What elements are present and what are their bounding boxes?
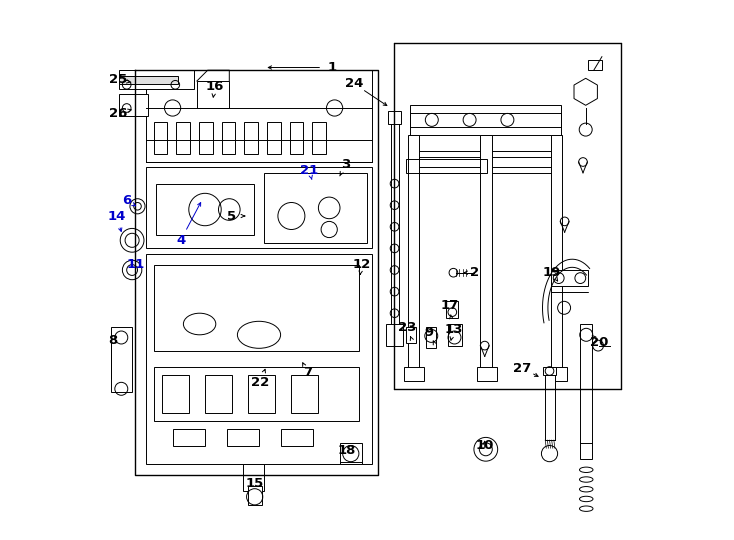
Bar [227,429,259,445]
Text: 23: 23 [398,321,416,334]
Text: 4: 4 [176,234,185,247]
Text: 25: 25 [109,73,128,86]
Bar [172,429,205,445]
Bar [222,122,235,154]
Bar [542,367,556,375]
Bar [156,184,254,235]
Bar [545,375,555,440]
Bar [547,367,567,381]
Text: 14: 14 [107,210,126,222]
Bar [248,375,275,413]
Bar [264,173,367,243]
Text: 24: 24 [345,77,363,90]
Bar [119,94,148,116]
Bar [340,443,362,464]
Bar [407,159,487,173]
Bar [153,367,359,421]
Text: 10: 10 [476,439,494,452]
Text: 3: 3 [341,158,350,171]
Bar [267,122,280,154]
Bar [119,70,195,89]
Bar [290,122,303,154]
Text: 12: 12 [352,258,371,271]
Bar [153,265,359,351]
Text: 1: 1 [327,61,336,74]
Text: 13: 13 [444,323,462,336]
Text: 15: 15 [246,477,264,490]
Text: 22: 22 [251,376,269,389]
Text: 17: 17 [440,299,459,312]
Bar [480,135,493,378]
Bar [404,367,424,381]
Bar [199,122,213,154]
Bar [550,270,589,286]
Text: 27: 27 [513,362,531,375]
Text: 8: 8 [109,334,118,347]
Bar [205,375,232,413]
Bar [119,76,178,84]
Bar [145,70,372,162]
Bar [145,254,372,464]
Bar [291,375,319,413]
Text: 16: 16 [206,80,224,93]
Bar [448,324,462,346]
Bar [476,367,497,381]
Bar [197,81,229,108]
Bar [407,135,419,378]
Text: 7: 7 [303,366,312,379]
Bar [145,167,372,248]
Bar [550,135,562,378]
Bar [386,324,403,346]
Bar [446,301,458,318]
Bar [406,327,415,343]
Text: 20: 20 [590,336,608,349]
Text: 6: 6 [122,194,131,207]
Bar [410,157,556,167]
Bar [426,327,436,348]
Text: 2: 2 [470,266,479,279]
Text: 21: 21 [300,164,319,177]
Bar [176,122,190,154]
Bar [410,151,556,173]
Bar [410,113,562,127]
Text: 5: 5 [228,210,236,222]
Text: 9: 9 [424,326,434,339]
Bar [581,324,592,459]
Bar [153,122,167,154]
Bar [388,111,401,124]
Text: 18: 18 [338,444,356,457]
Bar [280,429,313,445]
Text: 11: 11 [127,258,145,271]
Bar [390,119,399,335]
Bar [243,464,264,491]
Text: 19: 19 [542,266,561,279]
Text: 26: 26 [109,107,128,120]
Bar [111,327,132,392]
Bar [244,122,258,154]
Bar [161,375,189,413]
Bar [248,486,262,505]
Bar [313,122,326,154]
Bar [589,60,602,70]
Bar [410,105,562,135]
